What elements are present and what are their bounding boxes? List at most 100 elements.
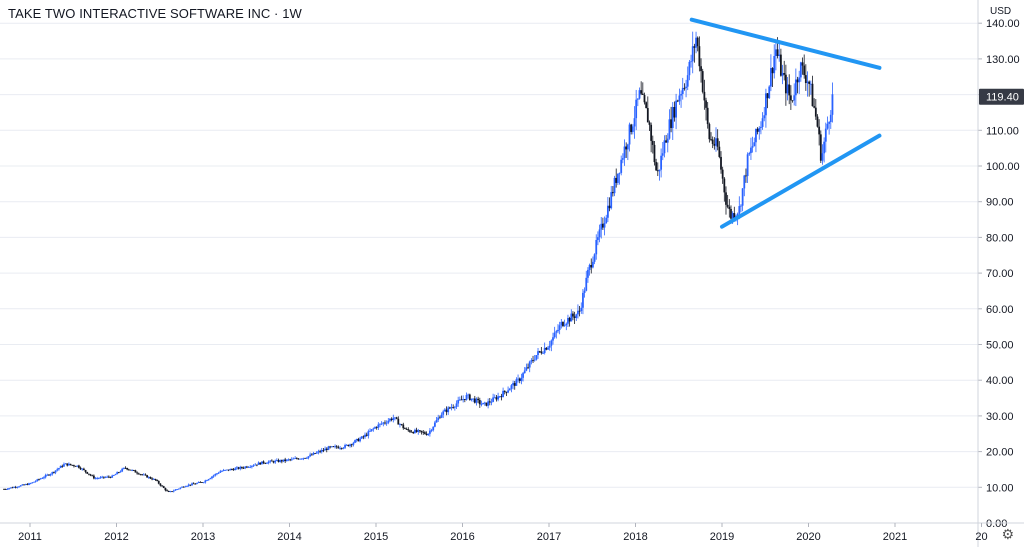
candle-body — [432, 426, 435, 431]
candle-body — [763, 115, 766, 119]
candle-body — [527, 367, 529, 369]
candle-body — [550, 340, 553, 346]
candle-body — [152, 478, 155, 480]
candle-body — [246, 466, 248, 468]
candle-body — [621, 158, 624, 160]
candle-body — [239, 467, 242, 469]
candle-body — [380, 423, 383, 425]
candle-body — [616, 173, 619, 183]
candle-body — [199, 482, 202, 483]
candle-body — [808, 81, 811, 85]
trendline-upper — [689, 17, 882, 70]
candle-body — [374, 427, 376, 429]
candle-body — [525, 367, 528, 371]
candle-body — [440, 414, 443, 418]
candle-body — [21, 484, 24, 486]
candle-body — [636, 98, 639, 100]
candle-body — [48, 474, 50, 476]
x-tick-label: 2018 — [623, 531, 647, 543]
candle-body — [395, 417, 398, 419]
candle-body — [257, 462, 260, 465]
y-tick-label: 20.00 — [986, 447, 1014, 459]
candle-body — [222, 470, 225, 471]
candle-body — [483, 402, 486, 404]
candle-body — [162, 486, 165, 489]
candle-body — [352, 442, 355, 445]
candle-body — [793, 95, 796, 101]
candle-body — [101, 476, 104, 478]
candle-body — [91, 475, 94, 477]
candle-body — [443, 409, 446, 412]
candle-body — [788, 84, 791, 96]
candle-body — [463, 398, 466, 400]
candle-body — [161, 485, 163, 487]
candle-body — [285, 459, 288, 462]
candle-body — [216, 473, 218, 475]
candle-body — [300, 458, 303, 460]
candle-body — [655, 162, 658, 171]
candle-body — [547, 347, 549, 350]
candle-body — [92, 475, 95, 479]
candle-body — [721, 169, 724, 179]
candle-body — [773, 55, 776, 74]
candle-body — [620, 159, 623, 173]
candle-body — [36, 479, 39, 482]
y-tick-label: 60.00 — [986, 304, 1014, 316]
candle-body — [829, 114, 832, 123]
candle-body — [603, 223, 606, 228]
candle-body — [64, 463, 67, 465]
candle-body — [141, 474, 144, 476]
candle-body — [700, 66, 702, 72]
candle-body — [651, 140, 654, 145]
candle-body — [295, 458, 298, 459]
candle-body — [3, 489, 5, 490]
candle-body — [206, 480, 208, 482]
candle-body — [242, 467, 245, 469]
candle-body — [778, 54, 781, 56]
candle-body — [137, 473, 140, 475]
candle-body — [344, 445, 346, 448]
candle-body — [417, 430, 420, 432]
candle-body — [640, 90, 643, 94]
candle-body — [465, 395, 468, 400]
candle-body — [254, 464, 257, 466]
candle-body — [756, 128, 759, 132]
candle-body — [379, 423, 381, 425]
gear-icon[interactable]: ⚙ — [1001, 527, 1014, 543]
candle-body — [390, 418, 393, 420]
y-tick-label: 110.00 — [986, 125, 1019, 137]
candle-body — [279, 460, 282, 462]
candle-body — [510, 385, 513, 389]
candle-body — [99, 477, 102, 479]
candle-body — [63, 464, 65, 467]
candle-body — [618, 172, 621, 174]
candle-body — [234, 468, 237, 471]
candle-body — [384, 422, 386, 424]
candle-body — [748, 153, 751, 155]
candle-body — [38, 479, 40, 481]
candle-body — [513, 383, 516, 386]
candle-body — [518, 378, 521, 381]
candle-body — [512, 383, 514, 386]
candle-body — [455, 403, 458, 407]
candle-body — [766, 93, 769, 99]
y-tick-label: 90.00 — [986, 197, 1014, 209]
candle-body — [369, 430, 371, 432]
candle-body — [307, 456, 310, 459]
current-price-badge — [979, 88, 1024, 105]
candle-body — [803, 65, 806, 76]
candle-body — [831, 94, 834, 115]
candle-body — [783, 73, 786, 75]
candle-body — [412, 431, 415, 434]
candle-body — [367, 431, 370, 436]
candle-body — [638, 90, 641, 99]
candle-body — [8, 488, 10, 490]
candle-body — [309, 454, 312, 457]
candle-body — [753, 142, 756, 147]
chart-title: TAKE TWO INTERACTIVE SOFTWARE INC · 1W — [8, 6, 302, 21]
candle-body — [112, 475, 115, 476]
candle-body — [224, 469, 227, 471]
candle-body — [329, 446, 331, 448]
candle-body — [156, 480, 158, 481]
